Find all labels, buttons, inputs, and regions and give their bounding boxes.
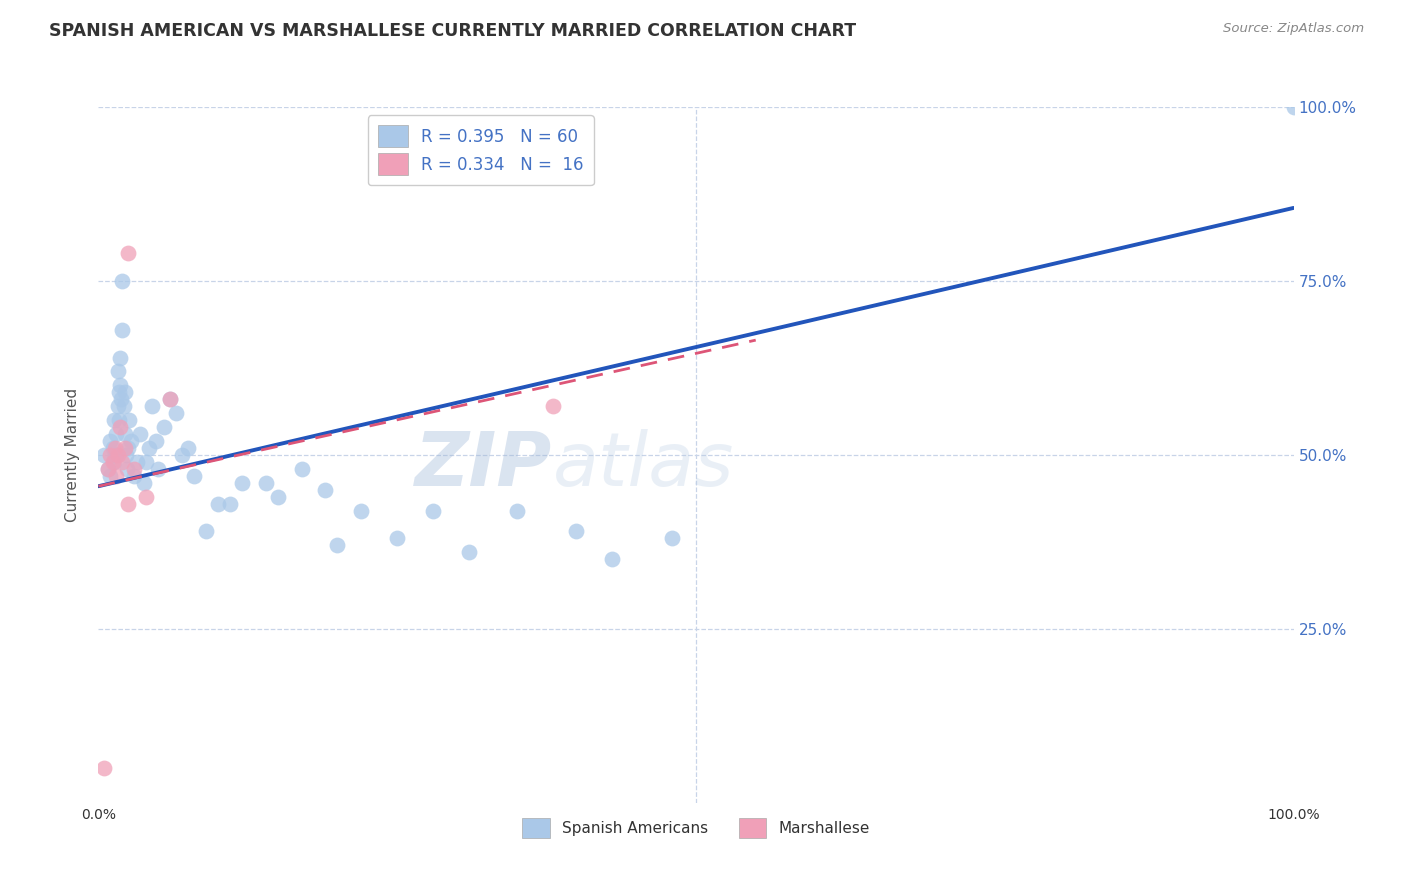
Point — [422, 503, 444, 517]
Point — [207, 497, 229, 511]
Point — [135, 455, 157, 469]
Point — [124, 462, 146, 476]
Point — [350, 503, 373, 517]
Point — [138, 441, 160, 455]
Text: ZIP: ZIP — [415, 429, 553, 502]
Point — [183, 468, 205, 483]
Text: atlas: atlas — [553, 429, 734, 501]
Point — [107, 448, 129, 462]
Point — [98, 468, 122, 483]
Point — [104, 448, 127, 462]
Point — [141, 399, 163, 413]
Point — [254, 475, 277, 490]
Point — [602, 552, 624, 566]
Point — [101, 455, 124, 469]
Point — [108, 420, 131, 434]
Y-axis label: Currently Married: Currently Married — [65, 388, 80, 522]
Point — [98, 448, 122, 462]
Point — [98, 434, 122, 448]
Point — [124, 468, 146, 483]
Point — [291, 462, 314, 476]
Point — [103, 455, 125, 469]
Point — [153, 420, 176, 434]
Point — [117, 441, 139, 455]
Point — [93, 448, 115, 462]
Text: Source: ZipAtlas.com: Source: ZipAtlas.com — [1223, 22, 1364, 36]
Point — [111, 455, 134, 469]
Point — [114, 441, 136, 455]
Point — [105, 468, 128, 483]
Point — [315, 483, 337, 497]
Point — [112, 399, 135, 413]
Point — [132, 475, 155, 490]
Point — [107, 385, 129, 400]
Point — [117, 497, 139, 511]
Point — [114, 385, 136, 400]
Point — [1282, 100, 1305, 114]
Point — [103, 413, 125, 427]
Point — [506, 503, 529, 517]
Point — [219, 497, 242, 511]
Point — [159, 392, 181, 407]
Point — [165, 406, 187, 420]
Point — [111, 323, 134, 337]
Point — [148, 462, 170, 476]
Point — [125, 455, 148, 469]
Point — [108, 378, 131, 392]
Point — [661, 532, 683, 546]
Legend: Spanish Americans, Marshallese: Spanish Americans, Marshallese — [516, 812, 876, 844]
Point — [326, 538, 349, 552]
Point — [105, 427, 128, 442]
Point — [110, 392, 132, 407]
Point — [111, 274, 134, 288]
Point — [107, 413, 129, 427]
Point — [458, 545, 481, 559]
Point — [105, 448, 128, 462]
Point — [115, 462, 138, 476]
Point — [177, 441, 200, 455]
Point — [129, 427, 152, 442]
Point — [159, 392, 181, 407]
Point — [120, 434, 142, 448]
Point — [267, 490, 290, 504]
Point — [101, 441, 124, 455]
Point — [385, 532, 409, 546]
Point — [172, 448, 194, 462]
Point — [231, 475, 253, 490]
Point — [541, 399, 564, 413]
Point — [97, 462, 120, 476]
Text: SPANISH AMERICAN VS MARSHALLESE CURRENTLY MARRIED CORRELATION CHART: SPANISH AMERICAN VS MARSHALLESE CURRENTL… — [49, 22, 856, 40]
Point — [107, 399, 129, 413]
Point — [108, 351, 131, 365]
Point — [135, 490, 157, 504]
Point — [565, 524, 588, 539]
Point — [104, 441, 127, 455]
Point — [107, 364, 129, 378]
Point — [114, 427, 136, 442]
Point — [97, 462, 120, 476]
Point — [117, 246, 139, 260]
Point — [115, 448, 138, 462]
Point — [118, 413, 141, 427]
Point — [145, 434, 167, 448]
Point — [195, 524, 218, 539]
Point — [93, 761, 115, 775]
